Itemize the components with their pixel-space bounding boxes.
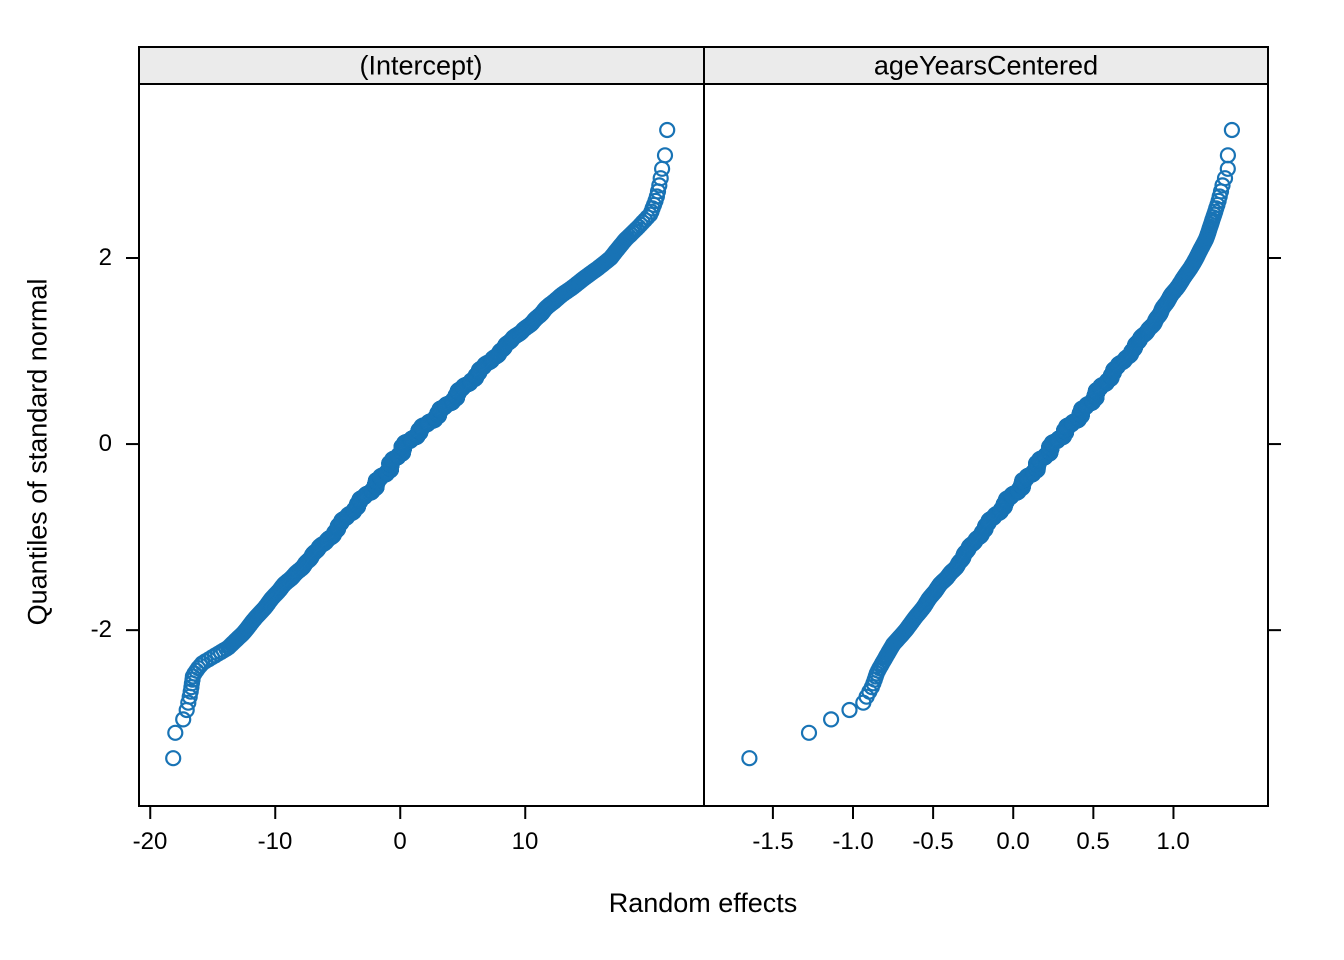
- x-tick-label: -10: [257, 828, 293, 855]
- y-axis-title: Quantiles of standard normal: [22, 278, 53, 626]
- y-tick-label: 2: [98, 244, 112, 271]
- panel-border: [703, 83, 1269, 807]
- panel-strip: [138, 46, 705, 85]
- y-tick-label: -2: [90, 616, 112, 643]
- x-tick-label: 0.0: [996, 828, 1030, 855]
- x-tick-label: -0.5: [912, 828, 954, 855]
- x-tick-label: -1.5: [752, 828, 794, 855]
- x-tick-label: 0: [393, 828, 407, 855]
- qq-points-ageyearscentered: [741, 121, 1241, 767]
- qq-points-intercept: [165, 121, 676, 767]
- x-tick-label: 1.0: [1156, 828, 1190, 855]
- panel-strip-title-ageyearscentered: ageYearsCentered: [873, 50, 1099, 81]
- y-tick-label: 0: [98, 430, 112, 457]
- panel-border: [138, 83, 705, 807]
- x-tick-label: -1.0: [832, 828, 874, 855]
- x-tick-label: -20: [132, 828, 168, 855]
- x-tick-label: 10: [511, 828, 539, 855]
- panel-strip-title-intercept: (Intercept): [359, 50, 483, 81]
- x-axis-title: Random effects: [608, 888, 798, 918]
- x-tick-label: 0.5: [1076, 828, 1110, 855]
- panel-strip: [703, 46, 1269, 85]
